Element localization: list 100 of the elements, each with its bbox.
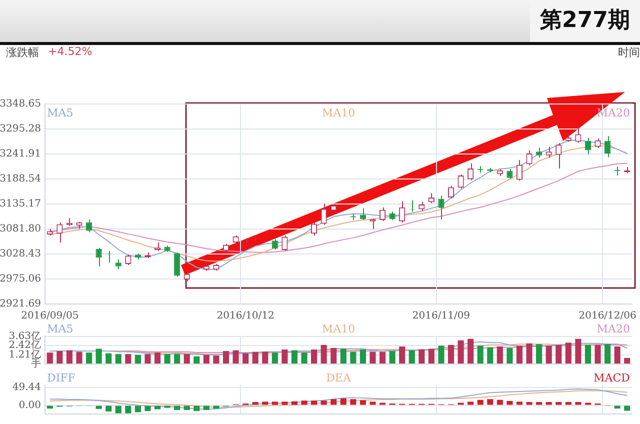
y-tick-label: 1.21亿 (8, 349, 41, 360)
bar (546, 346, 552, 364)
candlestick (458, 174, 464, 190)
bar (320, 344, 327, 364)
bar (516, 346, 523, 364)
x-tick-label: 2016/09/05 (21, 310, 79, 322)
candlestick (282, 234, 288, 252)
y-tick-label: 手 (31, 358, 41, 370)
bar (389, 351, 396, 364)
bar (556, 344, 562, 364)
y-tick-label: 3.63亿 (8, 330, 41, 342)
bar (232, 350, 239, 364)
bar (144, 406, 151, 412)
series-label: MA20 (596, 322, 630, 336)
bar (536, 344, 542, 364)
y-tick-label: 49.44 (12, 382, 41, 393)
bar (565, 342, 572, 364)
bar (575, 338, 582, 364)
y-tick-label: 0.00 (18, 400, 41, 411)
bar (125, 354, 132, 364)
bar (282, 402, 288, 405)
candlestick (468, 162, 474, 181)
y-tick-label: 3241.91 (0, 148, 41, 160)
bar (66, 350, 72, 364)
bar (262, 402, 268, 405)
candlestick (174, 252, 180, 278)
bar (350, 399, 356, 405)
bar (350, 352, 356, 364)
bar (477, 346, 484, 364)
bar (614, 346, 620, 364)
x-tick-label: 2016/11/09 (412, 310, 470, 322)
candlestick (556, 142, 562, 169)
bar (242, 353, 249, 364)
bar (330, 348, 337, 364)
bar (311, 400, 318, 405)
bar (272, 352, 278, 364)
candlestick (516, 160, 523, 182)
bar (506, 348, 513, 364)
candlestick (379, 206, 386, 222)
bar (340, 398, 346, 405)
bar (438, 346, 444, 364)
bar (556, 402, 562, 405)
candlestick (594, 138, 601, 148)
bar (96, 406, 102, 409)
bar (575, 402, 582, 405)
text: 涨跌幅 (6, 45, 39, 60)
bar (565, 402, 572, 405)
candlestick (399, 200, 406, 223)
bar (546, 402, 552, 405)
y-tick-label: 2921.69 (0, 298, 41, 310)
chart-title: 第277期 (530, 0, 640, 42)
candlestick (115, 258, 122, 270)
bar (360, 400, 366, 405)
y-tick-label: 3028.43 (0, 248, 41, 260)
bar (46, 352, 53, 364)
bar (320, 400, 327, 405)
bar (496, 400, 503, 405)
bar (56, 351, 63, 364)
y-tick-label: 3295.28 (0, 124, 41, 135)
bar (536, 402, 542, 405)
bar (468, 338, 474, 364)
candlestick (575, 126, 582, 144)
bar (526, 402, 532, 405)
candlestick (604, 136, 611, 158)
bar (46, 406, 53, 409)
bar (487, 399, 494, 405)
x-tick-label: 2016/10/12 (216, 310, 274, 322)
bar (526, 343, 532, 364)
bar (330, 399, 337, 405)
bar (468, 402, 474, 405)
bar (604, 344, 611, 364)
bar (379, 352, 386, 364)
bar (213, 406, 220, 409)
candlestick (546, 146, 552, 158)
candlestick (536, 147, 542, 158)
bar (144, 354, 151, 364)
bar (370, 352, 376, 364)
y-tick-label: 3188.54 (0, 174, 41, 185)
bar (506, 400, 513, 405)
bar (614, 406, 620, 409)
bar (428, 348, 434, 364)
text: 时间 (618, 45, 640, 60)
text: MA10 (322, 106, 356, 120)
bar (164, 354, 170, 364)
bar (301, 400, 308, 405)
bar (291, 350, 298, 364)
series-label: MA5 (47, 322, 74, 336)
bar (262, 352, 268, 364)
bar (106, 406, 112, 412)
series-label: MACD (594, 371, 630, 384)
bar (252, 402, 258, 405)
bar (291, 401, 298, 405)
y-tick-label: 3348.65 (0, 98, 41, 110)
bar (134, 354, 141, 364)
candlestick (320, 203, 327, 226)
bar (408, 350, 415, 364)
bar (203, 354, 210, 364)
bar (516, 402, 523, 405)
bar (174, 406, 180, 410)
y-tick-label: 3135.17 (0, 198, 41, 210)
